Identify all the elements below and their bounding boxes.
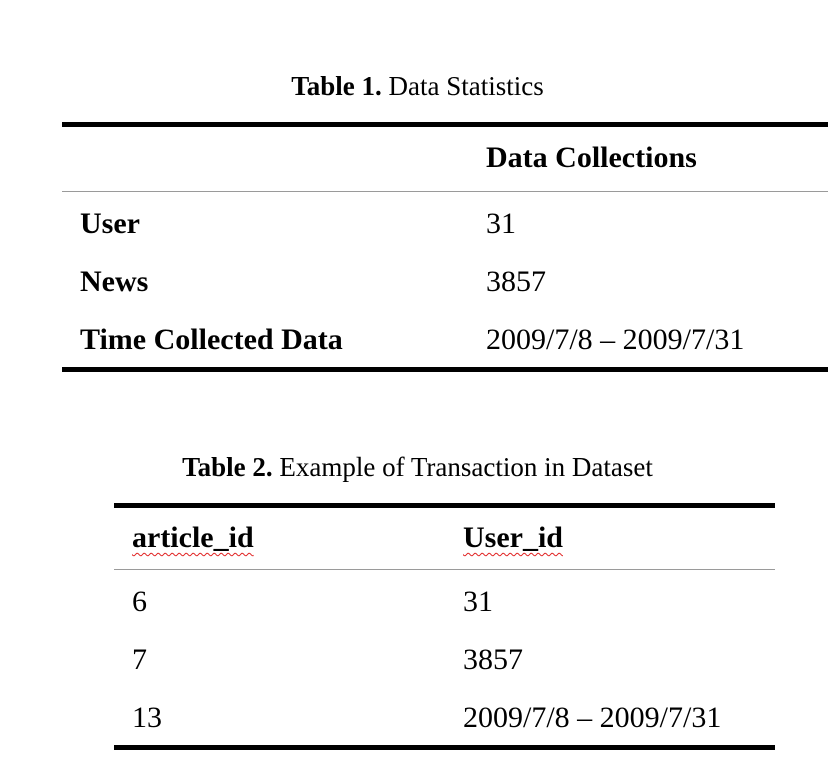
table1-row-label-user: User: [80, 207, 140, 240]
table2-row1-user-id: 31: [463, 585, 493, 618]
table1-caption: Table 1. Data Statistics: [0, 70, 835, 102]
table2-top-rule: [114, 503, 775, 508]
table1-caption-text: Data Statistics: [381, 71, 544, 101]
table1-row-label-time: Time Collected Data: [80, 323, 343, 356]
table1-row-value-user: 31: [486, 207, 516, 240]
table2-header-user-id-text: User_id: [463, 521, 563, 554]
table2-caption-label: Table 2.: [182, 452, 273, 482]
table1-row-value-time: 2009/7/8 – 2009/7/31: [486, 323, 745, 356]
table2-header-article-id-text: article_id: [132, 521, 254, 554]
table1-row-value-news: 3857: [486, 265, 546, 298]
table1-top-rule: [62, 122, 828, 127]
table2-caption: Table 2. Example of Transaction in Datas…: [0, 451, 835, 483]
table2-header-user-id: User_id: [463, 520, 563, 556]
table1-row-label-news: News: [80, 265, 149, 298]
table2-row2-user-id: 3857: [463, 643, 523, 676]
table2-row3-article-id: 13: [132, 701, 162, 734]
table2-header-article-id: article_id: [132, 520, 254, 556]
table2-row3-user-id: 2009/7/8 – 2009/7/31: [463, 701, 722, 734]
table1-header-data-collections: Data Collections: [486, 141, 697, 174]
table2-header-rule: [114, 569, 775, 570]
table1-header-rule: [62, 191, 828, 192]
table2-bottom-rule: [114, 745, 775, 750]
table2-row1-article-id: 6: [132, 585, 147, 618]
table2-caption-text: Example of Transaction in Dataset: [272, 452, 653, 482]
table2-row2-article-id: 7: [132, 643, 147, 676]
table1-caption-label: Table 1.: [291, 71, 382, 101]
table1-bottom-rule: [62, 367, 828, 372]
